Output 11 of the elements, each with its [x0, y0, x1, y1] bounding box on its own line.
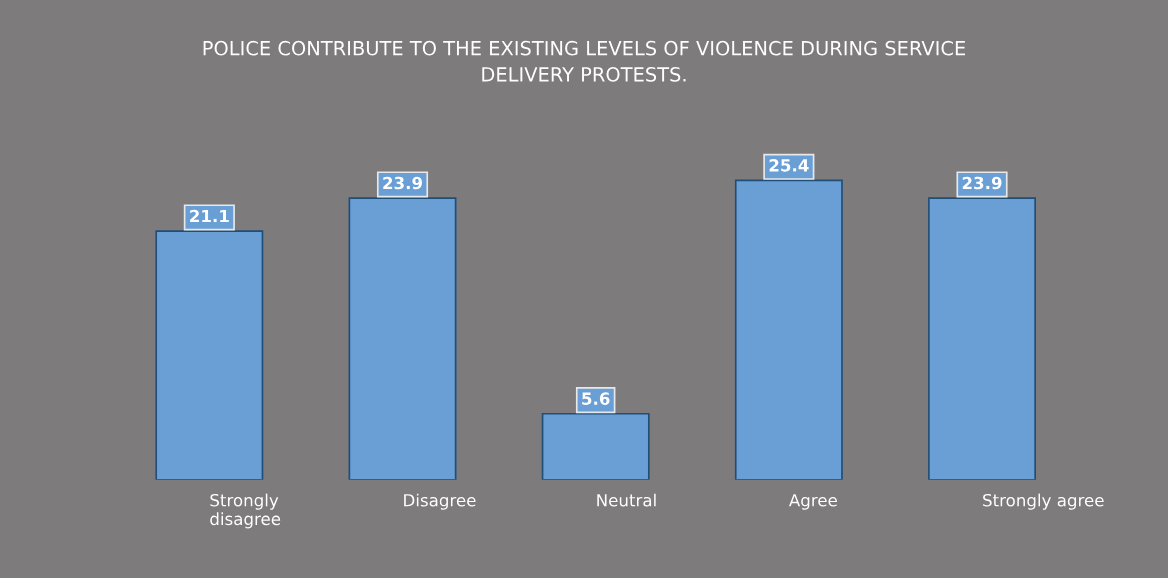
- data-label: 5.6: [582, 392, 610, 405]
- data-label: 21.1: [190, 209, 229, 223]
- chart-title: POLICE CONTRIBUTE TO THE EXISTING LEVELS OF VIOLENCE DURING SERVICE DELIVERY PROTESTS.: [203, 40, 965, 82]
- data-label: 25.4: [769, 159, 809, 172]
- x-tick-label: Disagree: [404, 493, 476, 510]
- x-tick-label: Agree: [788, 494, 837, 510]
- x-tick-label: Neutral: [597, 493, 656, 507]
- data-label: 23.9: [383, 176, 423, 190]
- x-tick-label: Strongly agree: [983, 493, 1104, 510]
- x-tick-label: Strongly disagree: [210, 493, 281, 529]
- data-label: 23.9: [962, 176, 1002, 190]
